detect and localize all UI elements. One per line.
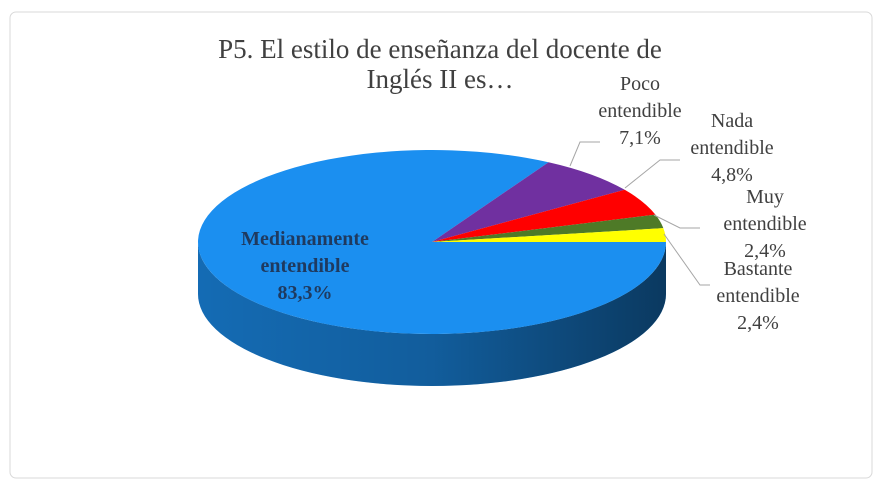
data-label-name: entendible <box>723 213 806 235</box>
data-label-value: 83,3% <box>278 282 333 304</box>
data-label-name: Nada <box>711 110 753 132</box>
slice <box>432 162 625 242</box>
slice <box>432 214 664 242</box>
slice <box>432 189 656 242</box>
data-label-name: Poco <box>620 73 660 95</box>
data-label: Medianamente entendible 83,3% <box>241 228 369 304</box>
data-label: Nada entendible 4,8% <box>690 110 773 186</box>
data-label-value: 2,4% <box>737 312 779 334</box>
data-label-name: Muy <box>746 186 784 208</box>
data-label: Bastante entendible 2,4% <box>716 258 799 334</box>
data-label-name: entendible <box>690 137 773 159</box>
data-label-value: 2,4% <box>744 240 786 262</box>
data-label: Poco entendible 7,1% <box>598 73 681 149</box>
leader-line <box>624 159 680 189</box>
leader-line <box>653 214 700 229</box>
data-label-name: entendible <box>598 100 681 122</box>
data-label-value: 7,1% <box>619 127 661 149</box>
data-label: Muy entendible 2,4% <box>723 186 806 262</box>
slice-side-shade <box>198 242 666 386</box>
data-label-name: entendible <box>261 255 350 277</box>
data-label-name: entendible <box>716 285 799 307</box>
data-label-name: Medianamente <box>241 228 369 250</box>
slice <box>432 228 666 242</box>
leader-line <box>663 233 710 286</box>
data-label-value: 4,8% <box>711 164 753 186</box>
leader-line <box>569 141 600 167</box>
chart-title: P5. El estilo de enseñanza del docente d… <box>218 34 662 94</box>
data-label-name: Bastante <box>724 258 793 280</box>
